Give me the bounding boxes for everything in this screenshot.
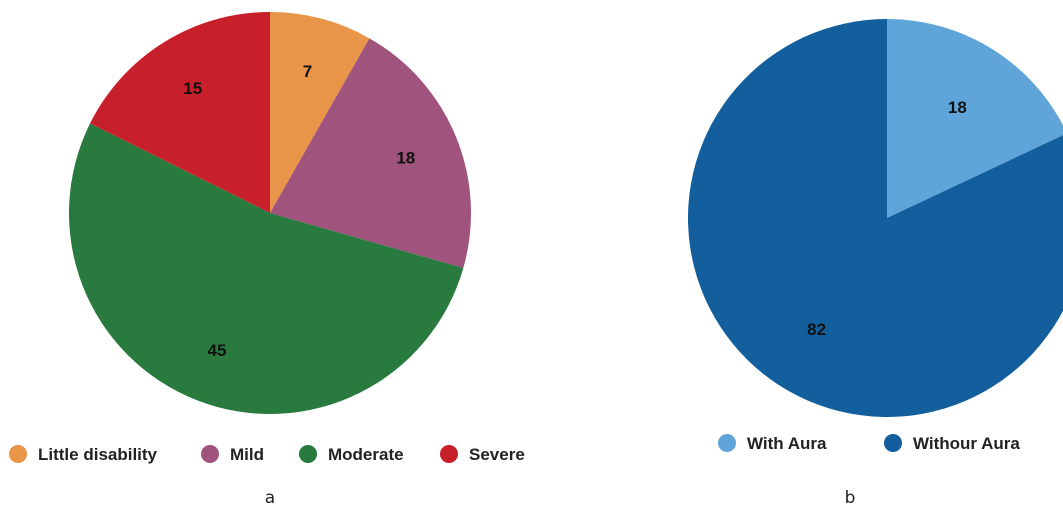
legend-marker-with-aura [718,434,736,452]
slice-value-label-moderate: 45 [208,341,227,360]
pie-slice-mild [270,38,471,269]
slice-value-label-with-aura: 18 [948,98,967,117]
legend-a: Little disability Mild Moderate Severe [9,445,525,464]
slice-value-label-withour-aura: 82 [807,320,826,339]
panel-caption-b: b [845,488,856,507]
pie-slice-severe [90,12,271,213]
slice-value-label-severe: 15 [183,79,202,98]
pie-slice-moderate [69,123,464,414]
legend-label-mild: Mild [230,445,264,464]
legend-label-little-disability: Little disability [38,445,158,464]
legend-label-moderate: Moderate [328,445,404,464]
legend-marker-withour-aura [884,434,902,452]
pie-slice-with-aura [887,19,1063,218]
legend-label-severe: Severe [469,445,525,464]
pie-slice-withour-aura [688,19,1063,417]
legend-label-withour-aura: Withour Aura [913,434,1020,453]
legend-label-with-aura: With Aura [747,434,827,453]
legend-marker-mild [201,445,219,463]
legend-marker-little-disability [9,445,27,463]
panel-caption-a: a [265,488,275,507]
slice-value-label-mild: 18 [396,148,415,167]
pie-slice-little-disability [270,12,370,213]
legend-marker-moderate [299,445,317,463]
legend-b: With Aura Withour Aura [718,434,1020,453]
legend-marker-severe [440,445,458,463]
pie-chart-a: 7 18 45 15 [69,12,471,414]
slice-value-label-little-disability: 7 [303,62,312,81]
